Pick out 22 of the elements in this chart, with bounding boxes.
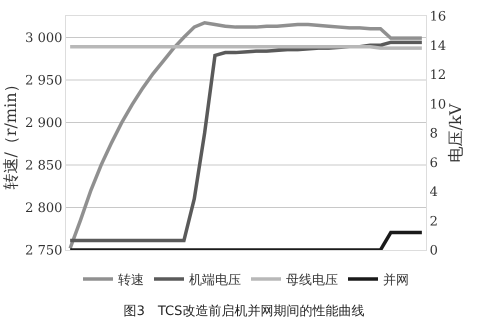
legend-label: 机端电压 [189,273,241,288]
y2-tick-label: 8 [430,126,438,142]
y2-tick-label: 4 [430,185,438,200]
y2-tick-label: 6 [430,156,438,171]
legend-label: 并网 [383,273,409,288]
y-tick-label: 2 750 [25,244,62,259]
y-tick-label: 3 000 [25,30,62,46]
y-tick-label: 2 800 [25,201,62,216]
text: 图3 TCS改造前启机并网期间的性能曲线 [124,303,364,320]
y-tick-label: 2 900 [25,116,62,131]
y2-tick-label: 0 [430,244,438,259]
y2-tick-label: 14 [430,38,446,54]
y-tick-label: 2 950 [25,73,62,88]
y2-tick-label: 12 [430,68,446,84]
y-axis-title: 转速/（r/min） [1,76,20,190]
y2-tick-label: 2 [430,214,438,230]
y2-axis-title: 电压/kV [446,103,466,162]
legend-label: 母线电压 [286,273,338,288]
legend-label: 转速 [118,273,144,288]
y2-tick-label: 16 [430,10,446,25]
y-tick-label: 2 850 [25,158,62,174]
y2-tick-label: 10 [430,97,446,112]
